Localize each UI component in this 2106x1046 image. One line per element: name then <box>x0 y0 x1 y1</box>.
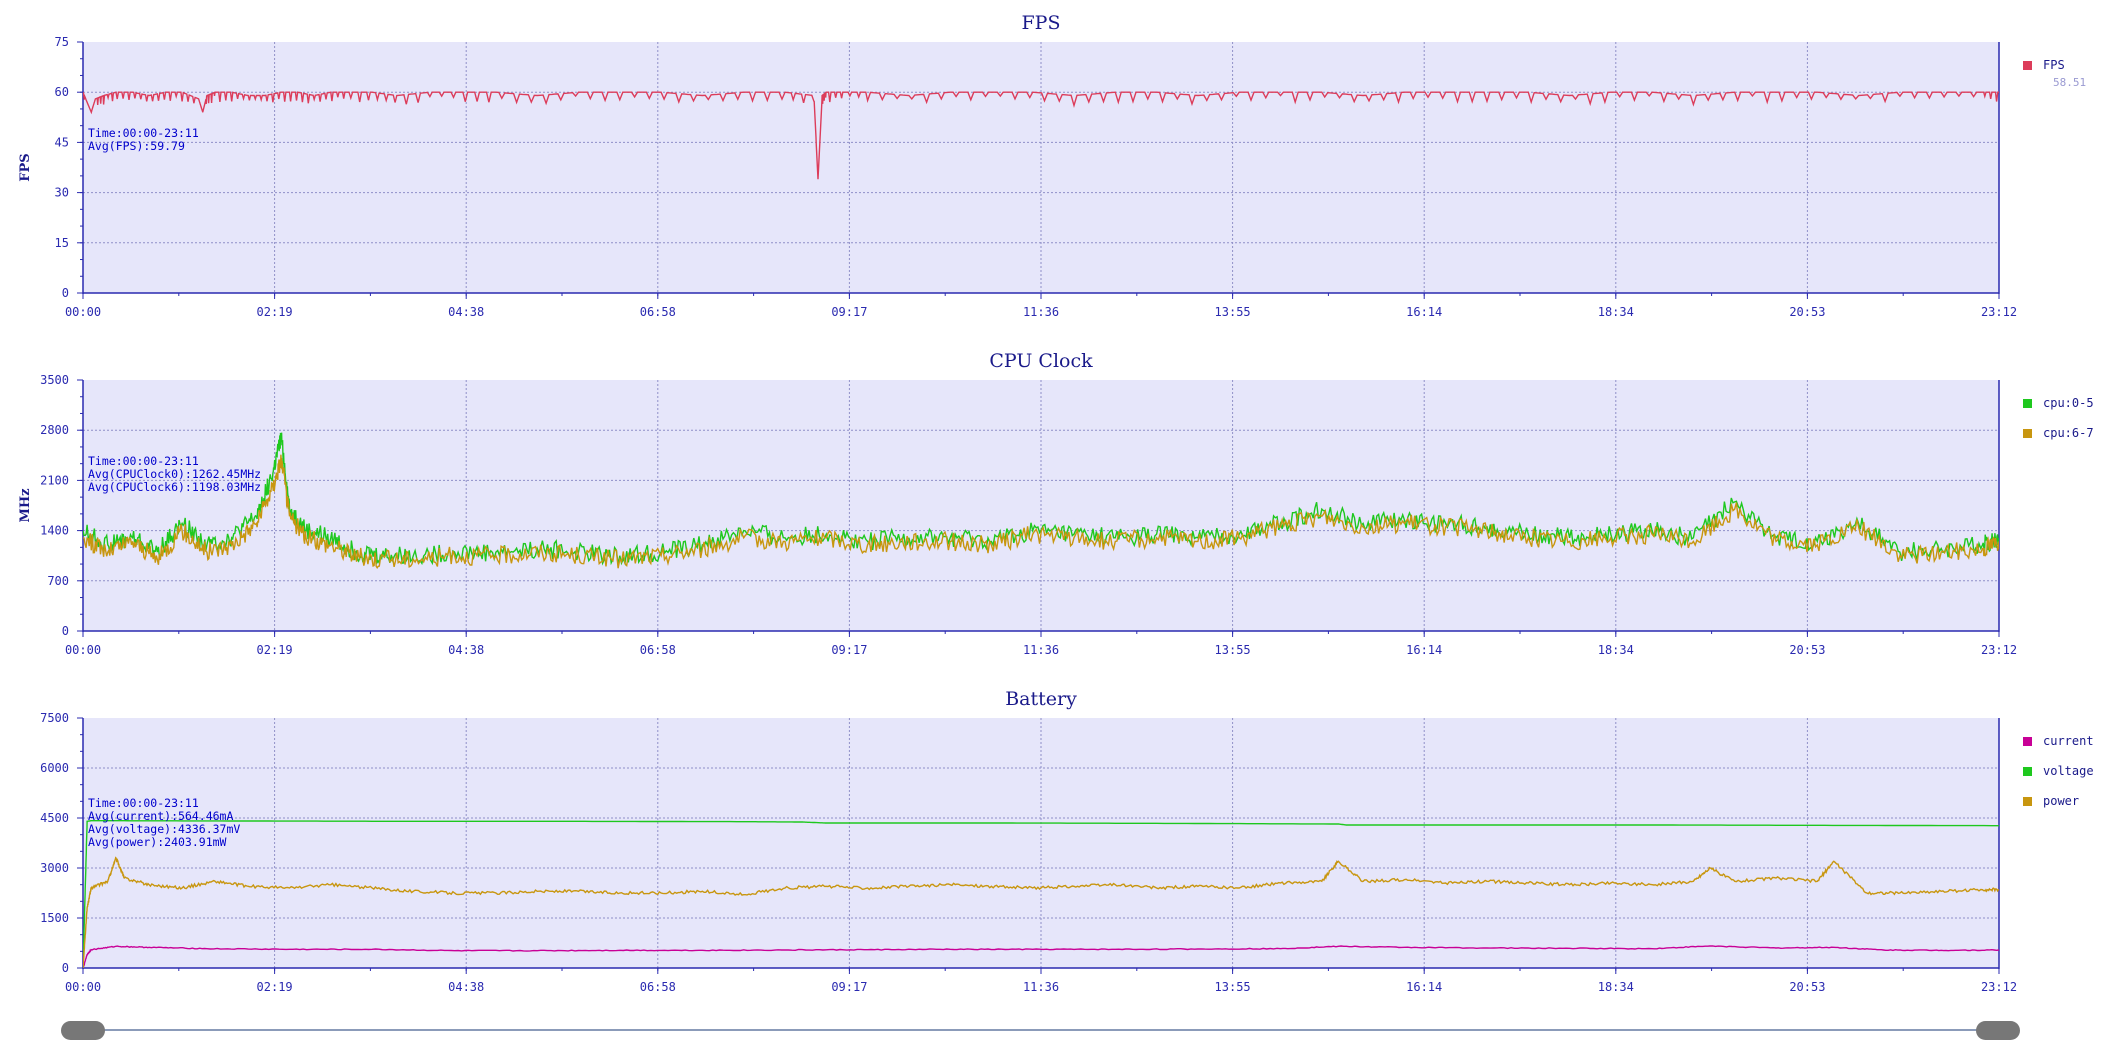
x-tick-label: 06:58 <box>640 643 676 657</box>
x-tick-label: 18:34 <box>1598 643 1634 657</box>
legend-swatch[interactable] <box>2023 429 2032 438</box>
y-tick-label: 2100 <box>40 473 69 487</box>
x-tick-label: 00:00 <box>65 305 101 319</box>
x-tick-label: 20:53 <box>1789 643 1825 657</box>
legend-swatch[interactable] <box>2023 767 2032 776</box>
info-line: Avg(current):564.46mA <box>88 809 233 823</box>
info-line: Avg(voltage):4336.37mV <box>88 822 240 836</box>
y-tick-label: 1500 <box>40 911 69 925</box>
info-line: Time:00:00-23:11 <box>88 454 199 468</box>
series-line-cpu-0-5 <box>83 432 1999 566</box>
y-tick-label: 60 <box>55 85 69 99</box>
x-tick-label: 20:53 <box>1789 305 1825 319</box>
series-line-FPS <box>83 91 1999 180</box>
x-tick-label: 13:55 <box>1215 980 1251 994</box>
y-tick-label: 0 <box>62 624 69 638</box>
x-tick-label: 02:19 <box>257 980 293 994</box>
info-line: Avg(power):2403.91mW <box>88 835 227 849</box>
legend-label[interactable]: power <box>2043 794 2079 808</box>
x-tick-label: 00:00 <box>65 980 101 994</box>
y-tick-label: 3500 <box>40 373 69 387</box>
x-tick-label: 23:12 <box>1981 980 2017 994</box>
y-tick-label: 7500 <box>40 711 69 725</box>
x-tick-label: 11:36 <box>1023 643 1059 657</box>
info-line: Avg(FPS):59.79 <box>88 139 185 153</box>
y-tick-label: 45 <box>55 135 69 149</box>
info-line: Time:00:00-23:11 <box>88 796 199 810</box>
chart-title: Battery <box>1005 688 1077 710</box>
x-tick-label: 06:58 <box>640 980 676 994</box>
x-tick-label: 13:55 <box>1215 305 1251 319</box>
chart-battery: Battery 0 1500 3000 4500 6000 7500 00:00 02:19 04… <box>40 688 2093 994</box>
series-line-voltage <box>83 820 1999 968</box>
time-range-slider[interactable] <box>61 1021 2020 1040</box>
y-tick-label: 0 <box>62 286 69 300</box>
chart-fps: FPS 0 15 30 45 60 75 00:00 02:19 04:38 06:58 09:17 1… <box>18 12 2086 319</box>
x-tick-label: 02:19 <box>257 643 293 657</box>
info-line: Avg(CPUClock6):1198.03MHz <box>88 480 261 494</box>
y-tick-label: 30 <box>55 186 69 200</box>
x-tick-label: 00:00 <box>65 643 101 657</box>
x-tick-label: 16:14 <box>1406 305 1442 319</box>
y-tick-label: 0 <box>62 961 69 975</box>
legend-swatch[interactable] <box>2023 797 2032 806</box>
y-tick-label: 15 <box>55 236 69 250</box>
legend-swatch[interactable] <box>2023 737 2032 746</box>
x-tick-label: 06:58 <box>640 305 676 319</box>
x-tick-label: 09:17 <box>831 643 867 657</box>
x-tick-label: 04:38 <box>448 305 484 319</box>
chart-title: CPU Clock <box>989 350 1093 372</box>
y-tick-label: 6000 <box>40 761 69 775</box>
chart-cpu: CPU Clock 0 700 1400 2100 2800 3500 00:00 02:19 0… <box>18 350 2094 657</box>
x-tick-label: 04:38 <box>448 643 484 657</box>
legend-label[interactable]: FPS <box>2043 58 2065 72</box>
x-tick-label: 04:38 <box>448 980 484 994</box>
y-tick-label: 1400 <box>40 524 69 538</box>
x-tick-label: 16:14 <box>1406 980 1442 994</box>
legend-label[interactable]: current <box>2043 734 2094 748</box>
y-axis-label: FPS <box>18 153 33 181</box>
slider-handle-end[interactable] <box>1976 1021 2020 1040</box>
y-tick-label: 3000 <box>40 861 69 875</box>
x-tick-label: 18:34 <box>1598 305 1634 319</box>
x-tick-label: 18:34 <box>1598 980 1634 994</box>
info-line: Avg(CPUClock0):1262.45MHz <box>88 467 261 481</box>
y-tick-label: 700 <box>47 574 69 588</box>
chart-title: FPS <box>1022 12 1061 34</box>
x-tick-label: 09:17 <box>831 305 867 319</box>
series-line-cpu-6-7 <box>83 454 1999 570</box>
y-tick-label: 4500 <box>40 811 69 825</box>
slider-handle-start[interactable] <box>61 1021 105 1040</box>
x-tick-label: 23:12 <box>1981 643 2017 657</box>
legend-label[interactable]: cpu:0-5 <box>2043 396 2094 410</box>
x-tick-label: 11:36 <box>1023 305 1059 319</box>
series-line-power <box>83 856 1999 968</box>
x-tick-label: 13:55 <box>1215 643 1251 657</box>
x-tick-label: 16:14 <box>1406 643 1442 657</box>
legend-label[interactable]: voltage <box>2043 764 2094 778</box>
y-tick-label: 2800 <box>40 423 69 437</box>
legend-swatch[interactable] <box>2023 61 2032 70</box>
legend-label[interactable]: cpu:6-7 <box>2043 426 2094 440</box>
legend-value: 58.51 <box>2053 76 2086 89</box>
x-tick-label: 11:36 <box>1023 980 1059 994</box>
legend-swatch[interactable] <box>2023 399 2032 408</box>
x-tick-label: 20:53 <box>1789 980 1825 994</box>
x-tick-label: 23:12 <box>1981 305 2017 319</box>
y-axis-label: MHz <box>18 488 33 522</box>
x-tick-label: 09:17 <box>831 980 867 994</box>
y-tick-label: 75 <box>55 35 69 49</box>
x-tick-label: 02:19 <box>257 305 293 319</box>
series-line-current <box>83 945 1999 968</box>
info-line: Time:00:00-23:11 <box>88 126 199 140</box>
